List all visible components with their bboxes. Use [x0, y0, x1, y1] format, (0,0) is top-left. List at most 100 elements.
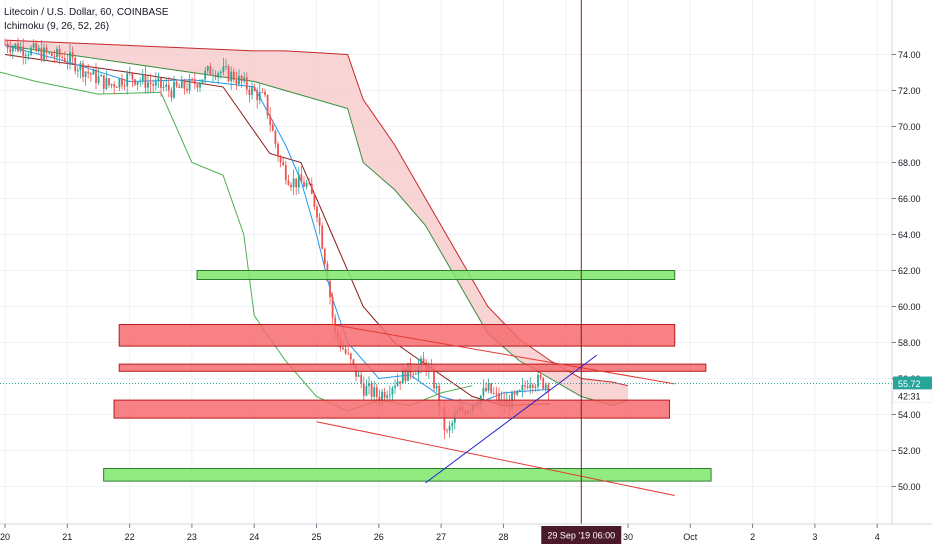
candle-body: [19, 46, 22, 52]
candle-body: [531, 384, 534, 388]
candle-body: [144, 74, 147, 88]
candle-body: [160, 78, 162, 88]
candle-body: [186, 88, 188, 91]
candle-body: [115, 87, 118, 88]
last-price-label: 55.72: [898, 379, 921, 389]
candle-body: [108, 78, 110, 86]
candle-body: [404, 369, 407, 381]
candle-body: [297, 174, 300, 188]
x-tick-label: Oct: [683, 532, 698, 542]
candle-body: [448, 425, 451, 431]
candle-body: [139, 80, 142, 83]
red-trendline-1: [331, 324, 675, 385]
candle-body: [201, 79, 204, 83]
candle-body: [435, 385, 438, 389]
candle-body: [524, 384, 526, 387]
x-tick-label: 2: [750, 532, 755, 542]
candle-body: [175, 81, 178, 87]
candle-body: [495, 393, 498, 395]
countdown-label-bg: [892, 389, 932, 403]
candle-body: [349, 353, 352, 360]
candle-body: [316, 206, 318, 218]
candle-body: [357, 374, 360, 377]
tenkan-sen-line: [4, 45, 551, 407]
candle-body: [230, 71, 233, 82]
candle-body: [245, 77, 248, 90]
y-tick-label: 60.00: [898, 302, 921, 312]
candle-body: [232, 71, 235, 81]
candle-body: [279, 156, 282, 163]
candle-body: [295, 178, 298, 188]
candle-body: [487, 383, 490, 391]
candle-body: [152, 84, 155, 86]
x-tick-label: 23: [187, 532, 197, 542]
candle-body: [24, 55, 27, 57]
candle-body: [4, 43, 6, 45]
candle-body: [219, 71, 222, 74]
candle-body: [178, 86, 181, 88]
senkou-span-a-line: [4, 45, 629, 407]
candle-body: [253, 86, 256, 91]
candle-body: [193, 79, 196, 85]
candle-body: [89, 73, 92, 75]
candle-body: [547, 384, 550, 392]
candle-body: [264, 92, 266, 95]
candle-body: [394, 385, 396, 389]
candle-body: [165, 84, 168, 87]
candle-body: [282, 162, 285, 166]
price-axis-bg: [892, 0, 932, 550]
y-tick-label: 52.00: [898, 446, 921, 456]
candle-body: [318, 217, 321, 226]
candle-body: [251, 86, 253, 96]
resistance-zone-4: [113, 399, 671, 419]
candle-body: [544, 384, 547, 389]
candle-body: [48, 52, 51, 54]
candle-body: [123, 85, 126, 87]
candle-body: [35, 43, 38, 52]
candle-body: [290, 184, 292, 188]
candle-body: [113, 84, 116, 88]
x-tick-label: 4: [875, 532, 880, 542]
candle-body: [269, 115, 272, 125]
cursor-time-label: 29 Sep '19 06:00: [547, 531, 615, 541]
candle-body: [82, 63, 84, 77]
trendlines[interactable]: [316, 324, 675, 496]
chart-legend: Litecoin / U.S. Dollar, 60, COINBASE Ich…: [4, 6, 169, 34]
candle-body: [305, 183, 308, 187]
candle-body: [102, 75, 105, 89]
candle-body: [87, 71, 90, 74]
x-tick-label: 25: [311, 532, 321, 542]
candle-body: [300, 174, 303, 182]
time-axis-bg: [0, 524, 932, 550]
y-tick-label: 74.00: [898, 50, 921, 60]
candle-body: [401, 369, 404, 384]
candle-body: [222, 66, 225, 72]
candle-body: [365, 386, 368, 396]
chikou-span-line: [0, 71, 473, 412]
candle-body: [331, 297, 334, 318]
candle-body: [167, 84, 170, 91]
y-tick-label: 70.00: [898, 122, 921, 132]
candle-body: [131, 72, 134, 80]
candle-body: [407, 363, 409, 381]
y-tick-label: 72.00: [898, 86, 921, 96]
candle-body: [209, 66, 212, 76]
candle-body: [50, 52, 53, 57]
x-tick-label: 30: [623, 532, 633, 542]
candle-body: [136, 82, 139, 85]
candle-body: [498, 393, 500, 404]
candle-body: [521, 384, 524, 391]
candle-body: [378, 396, 381, 402]
symbol-title[interactable]: Litecoin / U.S. Dollar, 60, COINBASE: [4, 7, 169, 18]
candle-body: [212, 75, 214, 76]
candle-body: [248, 89, 251, 96]
indicator-title[interactable]: Ichimoku (9, 26, 52, 26): [4, 21, 110, 32]
candle-body: [22, 46, 25, 56]
candle-body: [17, 43, 19, 52]
y-tick-label: 68.00: [898, 158, 921, 168]
candles: [4, 37, 550, 440]
candle-body: [321, 225, 324, 249]
candle-body: [243, 77, 246, 82]
candle-body: [128, 72, 131, 74]
